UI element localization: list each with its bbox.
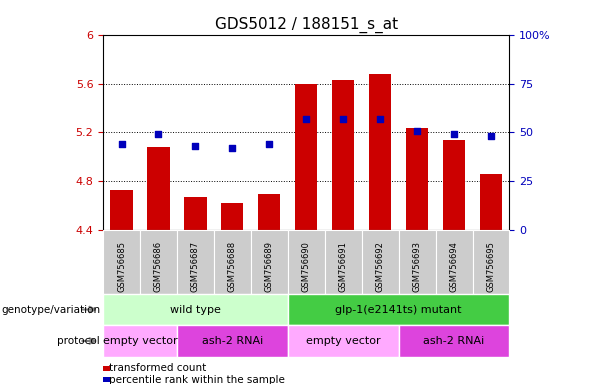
Bar (111, 190, 133, 230)
Text: GSM756688: GSM756688 (228, 241, 237, 292)
Text: GSM756687: GSM756687 (191, 241, 200, 292)
Text: GSM756690: GSM756690 (302, 241, 311, 292)
Bar (480, 174, 502, 230)
Text: genotype/variation: genotype/variation (1, 305, 100, 314)
Text: transformed count: transformed count (109, 363, 206, 373)
Bar (406, 127, 428, 230)
Text: glp-1(e2141ts) mutant: glp-1(e2141ts) mutant (335, 305, 462, 314)
Point (117, 141, 126, 147)
Point (449, 131, 459, 137)
Text: GSM756691: GSM756691 (339, 241, 348, 292)
Point (412, 127, 422, 134)
Bar (332, 80, 355, 230)
Text: GSM756692: GSM756692 (376, 241, 385, 292)
Point (228, 145, 237, 151)
Bar (258, 194, 280, 230)
Bar (369, 74, 391, 230)
Text: GSM756689: GSM756689 (265, 241, 274, 292)
Text: percentile rank within the sample: percentile rank within the sample (109, 375, 285, 384)
Title: GDS5012 / 188151_s_at: GDS5012 / 188151_s_at (215, 17, 398, 33)
Point (154, 131, 163, 137)
Point (487, 133, 496, 139)
Text: ash-2 RNAi: ash-2 RNAi (423, 336, 485, 346)
Text: empty vector: empty vector (102, 336, 177, 346)
Text: wild type: wild type (170, 305, 221, 314)
Bar (221, 204, 243, 230)
Text: GSM756685: GSM756685 (117, 241, 126, 292)
Point (302, 116, 311, 122)
Point (264, 141, 274, 147)
Text: GSM756686: GSM756686 (154, 241, 163, 292)
Point (339, 116, 348, 122)
Bar (147, 147, 170, 230)
Point (375, 116, 385, 122)
Text: protocol: protocol (57, 336, 100, 346)
Bar (295, 84, 317, 230)
Text: GSM756695: GSM756695 (487, 241, 495, 292)
Bar (443, 140, 465, 230)
Text: ash-2 RNAi: ash-2 RNAi (202, 336, 263, 346)
Text: empty vector: empty vector (306, 336, 380, 346)
Text: GSM756693: GSM756693 (413, 241, 422, 292)
Text: GSM756694: GSM756694 (449, 241, 459, 292)
Bar (184, 197, 207, 230)
Point (191, 143, 200, 149)
